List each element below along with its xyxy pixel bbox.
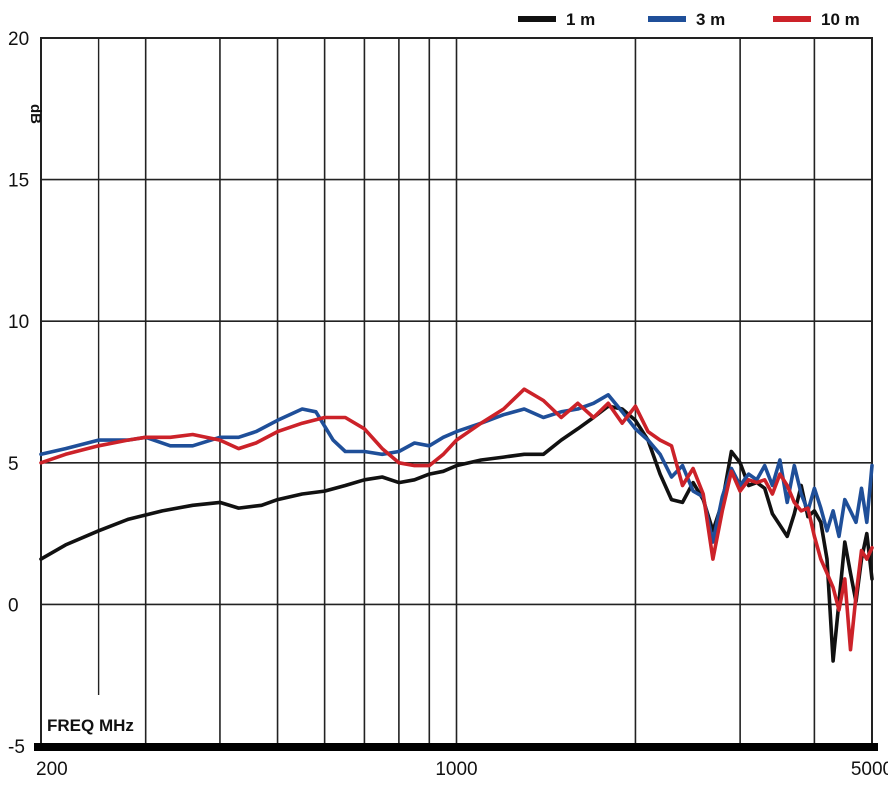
y-tick-label: 15 xyxy=(8,171,29,192)
y-tick-label: 20 xyxy=(8,29,29,50)
x-axis-label: FREQ MHz xyxy=(47,716,134,735)
series-lines xyxy=(39,387,874,663)
series-line-3m xyxy=(39,393,874,544)
series-line-1m xyxy=(39,404,874,663)
axes: -5 0 5 10 15 20 200 1000 5000 dB FREQ MHz xyxy=(8,29,888,780)
series-line-10m xyxy=(39,387,874,652)
y-tick-label: 5 xyxy=(8,454,19,475)
x-tick-label: 1000 xyxy=(435,759,477,780)
legend-label: 10 m xyxy=(821,10,860,29)
legend-label: 3 m xyxy=(696,10,725,29)
legend-label: 1 m xyxy=(566,10,595,29)
y-axis-label: dB xyxy=(27,104,44,124)
x-axis-bar xyxy=(34,743,878,751)
legend: 1 m 3 m 10 m xyxy=(518,10,860,29)
x-tick-label: 5000 xyxy=(851,759,888,780)
grid xyxy=(40,37,873,747)
y-tick-label: -5 xyxy=(8,737,25,758)
y-tick-label: 0 xyxy=(8,595,19,616)
x-tick-label: 200 xyxy=(36,759,68,780)
y-tick-label: 10 xyxy=(8,312,29,333)
